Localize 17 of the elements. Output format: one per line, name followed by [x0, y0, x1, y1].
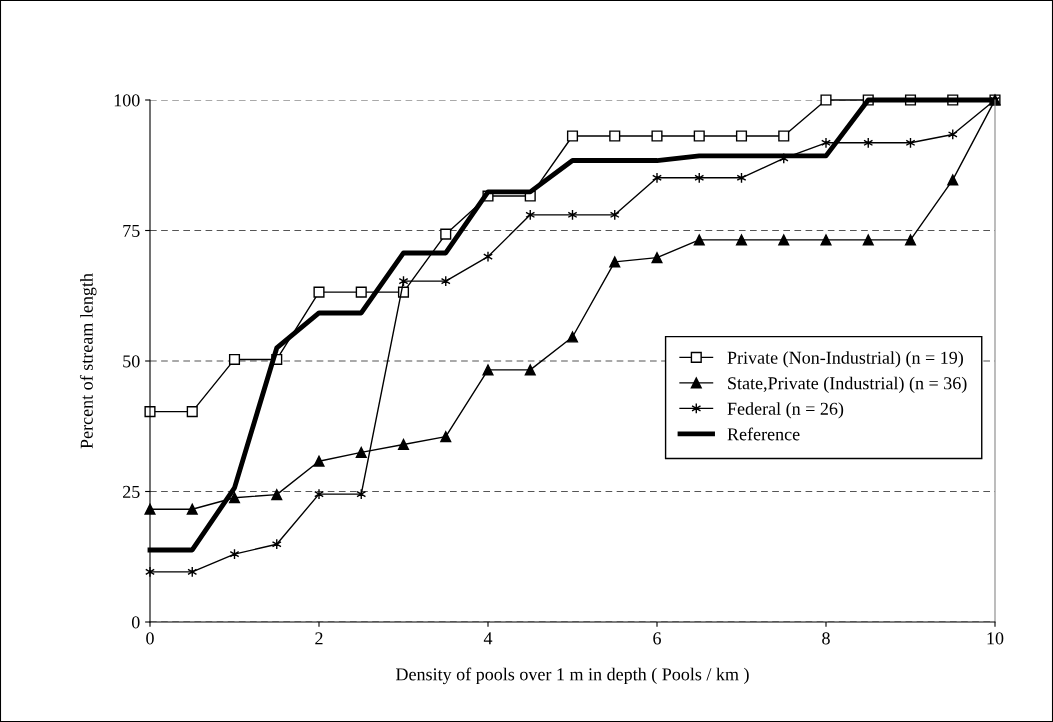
legend-label: Reference [727, 427, 800, 441]
y-tick-label: 50 [123, 355, 140, 368]
x-tick-label: 2 [315, 632, 323, 645]
x-tick-label: 0 [146, 632, 154, 645]
y-axis-title: Percent of stream length [79, 273, 97, 449]
x-tick-label: 8 [822, 632, 830, 645]
y-tick-label: 0 [131, 616, 140, 629]
y-tick-label: 25 [123, 485, 140, 498]
x-tick-label: 6 [653, 632, 661, 645]
legend-label: Federal (n = 26) [727, 402, 844, 419]
y-tick-label: 75 [123, 224, 140, 237]
legend-label: State,Private (Industrial) (n = 36) [728, 376, 967, 394]
y-tick-label: 100 [114, 94, 140, 107]
x-tick-label: 4 [483, 632, 493, 645]
x-tick-label: 10 [987, 632, 1004, 645]
x-axis-title: Density of pools over 1 m in depth ( Pools / km ) [395, 667, 749, 685]
legend-label: Private (Non-Industrial) (n = 19) [727, 351, 963, 368]
